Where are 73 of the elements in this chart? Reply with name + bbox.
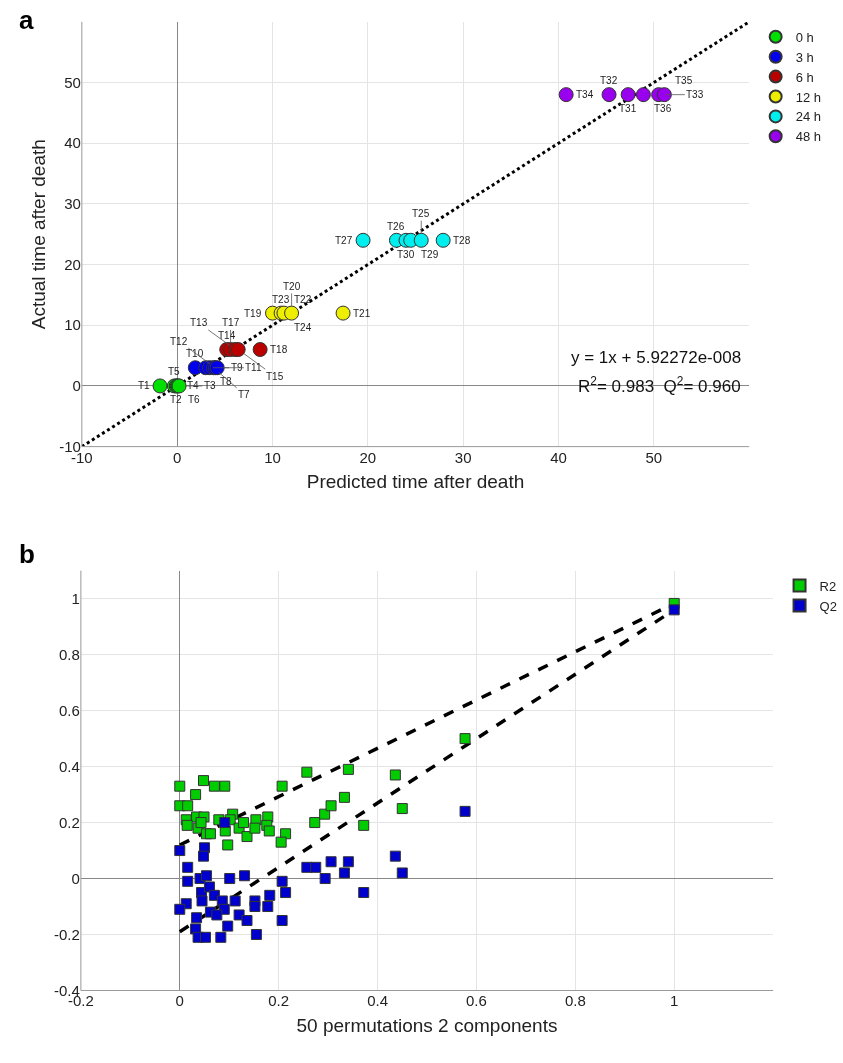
chart-title: a	[19, 5, 34, 35]
annotation: T25	[412, 208, 430, 219]
y-tick-label: 0.2	[59, 813, 80, 831]
annotation: T3	[204, 380, 217, 391]
x-axis-title: 50 permutations 2 components	[296, 1015, 558, 1037]
annotation: T30	[397, 249, 415, 260]
annotation: T34	[576, 89, 594, 100]
x-tick-label: 0	[173, 448, 182, 466]
y-tick-label: 0.8	[59, 645, 80, 663]
y-tick-label: 0	[71, 869, 80, 887]
annotation: T31	[619, 103, 637, 114]
annotation: T10	[186, 348, 204, 359]
x-tick-label: 0.6	[466, 992, 487, 1010]
x-tick-label: 0.8	[564, 992, 586, 1010]
x-tick-label: 30	[454, 448, 472, 466]
y-tick-label: 50	[64, 73, 81, 91]
y-tick-label: 20	[64, 255, 81, 273]
annotation: T36	[654, 103, 672, 114]
x-axis-title: Predicted time after death	[306, 471, 525, 493]
annotation: T29	[421, 249, 439, 260]
x-tick-label: 20	[359, 448, 377, 466]
y-tick-label: 40	[64, 134, 81, 152]
annotation: T26	[387, 221, 405, 232]
y-tick-label: 30	[64, 195, 81, 213]
legend-label: 0 h	[795, 29, 814, 45]
annotation: y = 1x + 5.92272e-008	[571, 348, 742, 367]
annotation: T23	[272, 294, 290, 305]
y-tick-label: 10	[64, 316, 81, 334]
x-tick-label: 0	[175, 992, 184, 1010]
annotation: T19	[244, 308, 262, 319]
annotation: T24	[294, 322, 312, 333]
annotation: T18	[270, 344, 288, 355]
annotation: T6	[188, 394, 201, 405]
annotation: T27	[335, 235, 353, 246]
annotation: T8	[220, 376, 233, 387]
legend-label: 6 h	[795, 69, 814, 85]
annotation: T9	[231, 362, 244, 373]
legend-label: 24 h	[795, 109, 821, 125]
x-tick-label: 0.2	[268, 992, 290, 1010]
chart-title: b	[19, 539, 35, 569]
annotation: T5	[168, 366, 181, 377]
y-tick-label: 1	[71, 589, 80, 607]
annotation: T20	[283, 281, 301, 292]
annotation: T22	[294, 294, 312, 305]
x-tick-label: 1	[670, 992, 679, 1010]
y-tick-label: 0.4	[59, 757, 80, 775]
annotation: T28	[453, 235, 471, 246]
x-tick-label: 0.4	[367, 992, 388, 1010]
annotation: T35	[675, 75, 693, 86]
annotation: R$^{2}$= 0.983 Q$^{2}$= 0.960	[578, 374, 741, 397]
legend-label: 12 h	[795, 89, 821, 105]
y-tick-label: 0	[72, 377, 81, 395]
legend-label: Q2	[819, 598, 837, 614]
legend-label: 3 h	[795, 49, 814, 65]
annotation: T21	[353, 308, 371, 319]
annotation: T12	[170, 336, 188, 347]
annotation: T13	[190, 317, 208, 328]
annotation: T1	[138, 380, 151, 391]
annotation: T2	[170, 394, 183, 405]
annotation: T33	[686, 89, 704, 100]
annotation: T17	[222, 317, 240, 328]
x-tick-label: 10	[264, 448, 281, 466]
annotation: T32	[600, 75, 618, 86]
x-tick-label: 40	[550, 448, 567, 466]
y-tick-label: 0.6	[59, 701, 80, 719]
y-axis-title: Actual time after death	[28, 139, 49, 330]
legend-label: 48 h	[795, 129, 821, 145]
x-tick-label: 50	[645, 448, 663, 466]
y-tick-label: -0.2	[54, 925, 80, 943]
annotation: T11	[245, 362, 262, 373]
annotation: T15	[266, 371, 284, 382]
annotation: T7	[238, 389, 251, 400]
legend-label: R2	[819, 578, 837, 594]
